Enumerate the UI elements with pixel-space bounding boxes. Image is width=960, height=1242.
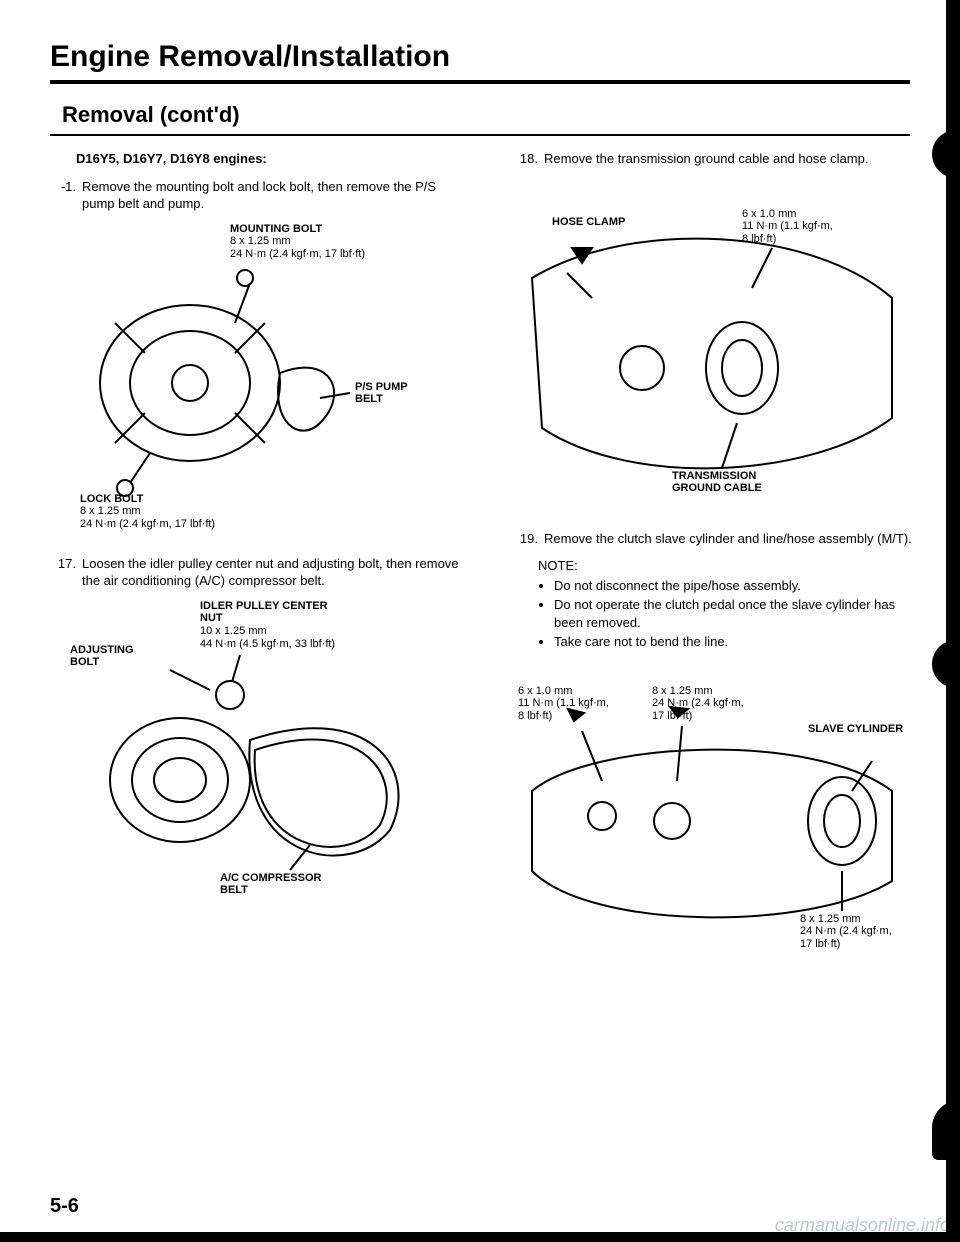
figure-ac-compressor: ADJUSTING BOLT IDLER PULLEY CENTER NUT 1… xyxy=(60,600,460,910)
note-bullets: Do not disconnect the pipe/hose assembly… xyxy=(538,577,912,651)
right-column: 18. Remove the transmission ground cable… xyxy=(512,150,912,983)
mounting-bolt-spec: 8 x 1.25 mm xyxy=(230,235,291,247)
figure-ps-pump: MOUNTING BOLT 8 x 1.25 mm 24 N·m (2.4 kg… xyxy=(70,223,460,533)
step-num: 18. xyxy=(512,150,544,168)
note-item: Do not operate the clutch pedal once the… xyxy=(554,596,912,631)
note-item: Do not disconnect the pipe/hose assembly… xyxy=(554,577,912,595)
figure-slave-cylinder: 6 x 1.0 mm 11 N·m (1.1 kgf·m, 8 lbf·ft) … xyxy=(512,661,912,961)
fig4-bolt6-spec: 6 x 1.0 mm xyxy=(518,685,572,697)
page-title: Engine Removal/Installation xyxy=(50,40,910,74)
bolt6-spec: 6 x 1.0 mm xyxy=(742,208,796,220)
content-columns: D16Y5, D16Y7, D16Y8 engines: -1. Remove … xyxy=(50,150,910,983)
idler-nut-spec: 10 x 1.25 mm xyxy=(200,625,267,637)
hose-clamp-label: HOSE CLAMP xyxy=(552,216,625,228)
step-19: 19. Remove the clutch slave cylinder and… xyxy=(512,530,912,548)
fig4-bolt6-torque: 11 N·m (1.1 kgf·m, xyxy=(518,697,609,709)
scan-blob xyxy=(932,1100,960,1160)
bolt6-torque: 11 N·m (1.1 kgf·m, xyxy=(742,220,833,232)
note-block: NOTE: Do not disconnect the pipe/hose as… xyxy=(538,557,912,651)
section-title: Removal (cont'd) xyxy=(62,102,910,128)
step-num: 17. xyxy=(50,555,82,590)
fig4-bolt8b-torque2: 17 lbf·ft) xyxy=(800,938,840,950)
ac-belt-label: A/C COMPRESSOR xyxy=(220,872,321,884)
idler-nut-label2: NUT xyxy=(200,612,223,624)
fig4-bolt8a-torque2: 17 lbf·ft) xyxy=(652,710,692,722)
lock-bolt-torque: 24 N·m (2.4 kgf·m, 17 lbf·ft) xyxy=(80,518,215,530)
mounting-bolt-torque: 24 N·m (2.4 kgf·m, 17 lbf·ft) xyxy=(230,248,365,260)
step-18: 18. Remove the transmission ground cable… xyxy=(512,150,912,168)
fig4-bolt8a-torque: 24 N·m (2.4 kgf·m, xyxy=(652,697,744,709)
ground-cable-label2: GROUND CABLE xyxy=(672,482,762,494)
rule-thick xyxy=(50,80,910,84)
ac-belt-label2: BELT xyxy=(220,884,248,896)
scan-blob xyxy=(932,640,960,688)
fig4-bolt8a-spec: 8 x 1.25 mm xyxy=(652,685,713,697)
step-text: Remove the mounting bolt and lock bolt, … xyxy=(82,178,460,213)
lock-bolt-label: LOCK BOLT xyxy=(80,493,143,505)
step-num: -1. xyxy=(50,178,82,213)
idler-nut-torque: 44 N·m (4.5 kgf·m, 33 lbf·ft) xyxy=(200,638,335,650)
fig4-bolt8b-torque: 24 N·m (2.4 kgf·m, xyxy=(800,925,892,937)
step-text: Loosen the idler pulley center nut and a… xyxy=(82,555,460,590)
ps-pump-label: P/S PUMP xyxy=(355,381,408,393)
step-num: 19. xyxy=(512,530,544,548)
scan-bottom xyxy=(0,1232,960,1242)
note-item: Take care not to bend the line. xyxy=(554,633,912,651)
step-neg1: -1. Remove the mounting bolt and lock bo… xyxy=(50,178,460,213)
step-text: Remove the clutch slave cylinder and lin… xyxy=(544,530,912,548)
left-column: D16Y5, D16Y7, D16Y8 engines: -1. Remove … xyxy=(50,150,460,983)
scan-edge xyxy=(946,0,960,1242)
ground-cable-label: TRANSMISSION xyxy=(672,470,756,482)
step-text: Remove the transmission ground cable and… xyxy=(544,150,912,168)
ps-pump-belt-label: BELT xyxy=(355,393,383,405)
ps-pump-diagram xyxy=(70,223,450,533)
engines-line: D16Y5, D16Y7, D16Y8 engines: xyxy=(76,150,460,168)
fig4-bolt6-torque2: 8 lbf·ft) xyxy=(518,710,552,722)
lock-bolt-spec: 8 x 1.25 mm xyxy=(80,505,141,517)
mounting-bolt-label: MOUNTING BOLT xyxy=(230,223,322,235)
scan-blob xyxy=(932,130,960,178)
rule-thin xyxy=(50,134,910,136)
figure-ground-cable: HOSE CLAMP 6 x 1.0 mm 11 N·m (1.1 kgf·m,… xyxy=(512,178,912,508)
page-number: 5-6 xyxy=(50,1195,79,1218)
fig4-bolt8b-spec: 8 x 1.25 mm xyxy=(800,913,861,925)
bolt6-torque2: 8 lbf·ft) xyxy=(742,233,776,245)
adjusting-bolt-label2: BOLT xyxy=(70,656,99,668)
idler-nut-label: IDLER PULLEY CENTER xyxy=(200,600,328,612)
adjusting-bolt-label: ADJUSTING xyxy=(70,644,134,656)
step-17: 17. Loosen the idler pulley center nut a… xyxy=(50,555,460,590)
slave-cyl-label: SLAVE CYLINDER xyxy=(808,723,903,735)
manual-page: Engine Removal/Installation Removal (con… xyxy=(0,0,960,1242)
note-head: NOTE: xyxy=(538,557,912,575)
